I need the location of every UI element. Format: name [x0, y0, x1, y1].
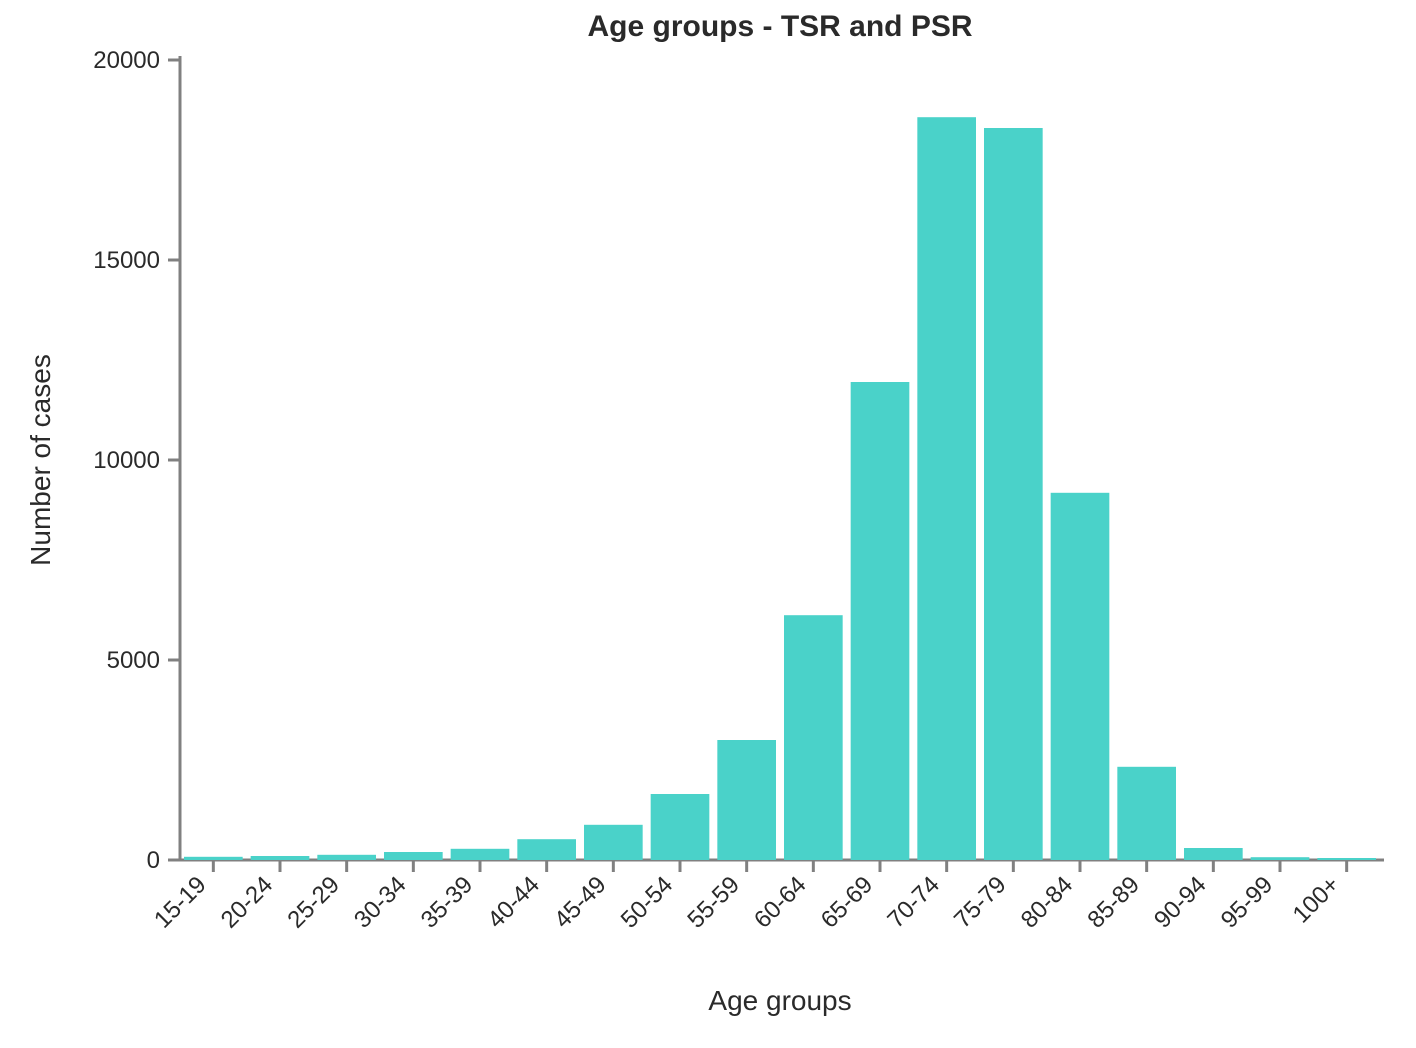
- y-tick-label: 5000: [107, 647, 160, 674]
- x-axis-label: Age groups: [708, 985, 851, 1016]
- x-tick-label: 70-74: [882, 871, 945, 934]
- bar: [651, 794, 710, 860]
- y-tick-label: 15000: [93, 247, 160, 274]
- x-tick-label: 45-49: [549, 871, 612, 934]
- y-tick-label: 10000: [93, 447, 160, 474]
- x-tick-label: 20-24: [216, 871, 279, 934]
- bar: [1117, 767, 1176, 860]
- x-tick-label: 65-69: [816, 871, 879, 934]
- x-tick-label: 60-64: [749, 871, 812, 934]
- y-tick-label: 20000: [93, 47, 160, 74]
- x-tick-label: 95-99: [1216, 871, 1279, 934]
- bar: [851, 382, 910, 860]
- x-tick-label: 50-54: [616, 871, 679, 934]
- x-tick-label: 35-39: [416, 871, 479, 934]
- bar: [251, 856, 310, 860]
- x-tick-label: 100+: [1288, 871, 1345, 928]
- y-axis-label: Number of cases: [25, 354, 56, 566]
- x-tick-label: 40-44: [482, 871, 545, 934]
- x-tick-label: 15-19: [149, 871, 212, 934]
- bar: [984, 128, 1043, 860]
- x-tick-label: 75-79: [949, 871, 1012, 934]
- bar: [451, 849, 510, 860]
- bar: [517, 839, 576, 860]
- y-tick-label: 0: [147, 847, 160, 874]
- bar: [717, 740, 776, 860]
- x-tick-label: 80-84: [1016, 871, 1079, 934]
- chart-title: Age groups - TSR and PSR: [587, 10, 972, 43]
- x-tick-label: 30-34: [349, 871, 412, 934]
- bar: [317, 855, 376, 860]
- bar: [1051, 493, 1110, 860]
- bar: [1251, 857, 1310, 860]
- bar: [1317, 858, 1376, 860]
- x-tick-label: 90-94: [1149, 871, 1212, 934]
- age-groups-bar-chart: Age groups - TSR and PSR 0 5000 10000 15000 2…: [0, 0, 1416, 1048]
- bar: [184, 857, 243, 860]
- bar: [584, 825, 643, 860]
- bar: [784, 615, 843, 860]
- bar: [917, 117, 976, 860]
- x-tick-label: 55-59: [682, 871, 745, 934]
- bar: [384, 852, 443, 860]
- bar: [1184, 848, 1243, 860]
- x-tick-label: 85-89: [1082, 871, 1145, 934]
- x-tick-label: 25-29: [282, 871, 345, 934]
